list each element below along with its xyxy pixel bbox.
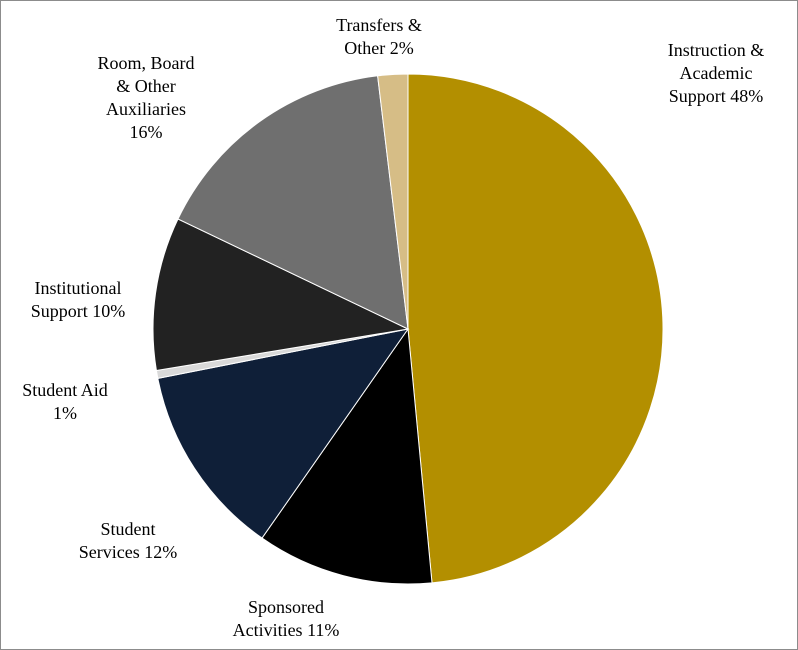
slice-label-4: Student Aid 1% — [22, 380, 108, 423]
slice-label-3: Student Services 12% — [79, 519, 177, 562]
slice-label-2: Sponsored Activities 11% — [233, 597, 340, 640]
pie-slice-5 — [152, 218, 410, 372]
slice-label-7: Transfers & Other 2% — [336, 15, 422, 58]
pie-labels: Instruction & Academic Support 48% Sponsore… — [22, 15, 764, 640]
slice-label-line: Student — [100, 519, 155, 539]
slice-label-line: Instruction & — [668, 40, 765, 60]
slice-label-line: Auxiliaries — [106, 99, 186, 119]
slice-label-line: Transfers & — [336, 15, 422, 35]
pie-slices — [152, 73, 664, 585]
slice-label-line: Support 10% — [31, 301, 126, 321]
slice-label-line: Support 48% — [669, 86, 764, 106]
slice-label-line: Room, Board — [98, 53, 195, 73]
chart-title-strip — [1, 1, 797, 5]
slice-label-line: Institutional — [35, 278, 122, 298]
slice-label-1: Instruction & Academic Support 48% — [668, 40, 765, 106]
slice-label-line: Activities 11% — [233, 620, 340, 640]
pie-slice-3 — [157, 328, 410, 539]
slice-label-line: & Other — [116, 76, 175, 96]
slice-label-line: 1% — [53, 403, 77, 423]
slice-label-line: Academic — [680, 63, 753, 83]
pie-slice-2 — [261, 327, 433, 585]
slice-label-line: Sponsored — [248, 597, 324, 617]
slice-label-line: 16% — [130, 122, 163, 142]
slice-label-line: Student Aid — [22, 380, 108, 400]
slice-label-line: Services 12% — [79, 542, 177, 562]
slice-label-6: Room, Board & Other Auxiliaries 16% — [98, 53, 195, 142]
slice-label-line: Other 2% — [344, 38, 413, 58]
pie-slice-6 — [177, 75, 409, 330]
slice-label-5: Institutional Support 10% — [31, 278, 126, 321]
pie-slice-7 — [377, 73, 409, 330]
pie-slice-1 — [407, 73, 664, 584]
